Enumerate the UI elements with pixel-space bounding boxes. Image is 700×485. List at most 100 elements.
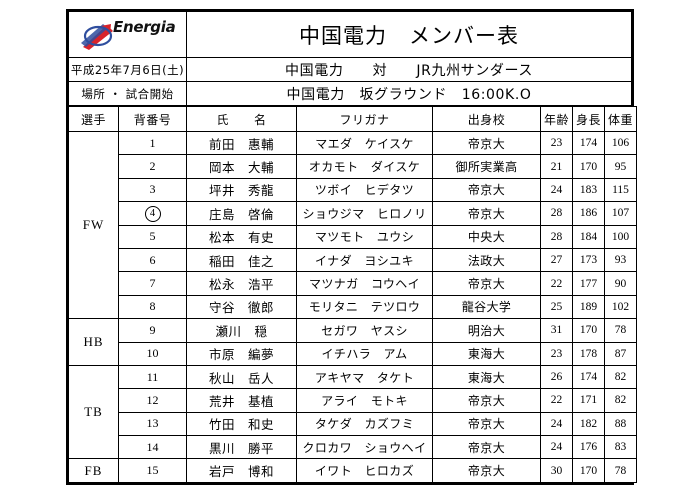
cell-school: 帝京大 <box>432 130 541 156</box>
logo-wordmark: Energia <box>113 18 176 36</box>
document-header-table: Energia 中国電力 メンバー表 平成25年7月6日(土) 中国電力 対 J… <box>68 11 632 106</box>
cell-height: 184 <box>572 224 605 249</box>
cell-height: 177 <box>572 271 605 296</box>
cell-age: 24 <box>540 435 573 460</box>
cell-number: 8 <box>118 294 187 320</box>
table-row: FW 1 前田 惠輔 マエダ ケイスケ 帝京大 23 174 106 <box>68 130 637 320</box>
cell-name: 秋山 岳人 <box>186 364 297 390</box>
date-row: 平成25年7月6日(土) 中国電力 対 JR九州サンダース <box>68 57 632 82</box>
cell-furigana: アキヤマ タケト <box>296 364 433 390</box>
cell-age: 23 <box>540 341 573 366</box>
cell-weight: 93 <box>604 247 637 273</box>
cell-school: 帝京大 <box>432 201 541 226</box>
cell-age: 28 <box>540 201 573 226</box>
cell-school: 帝京大 <box>432 435 541 460</box>
cell-school: 帝京大 <box>432 271 541 296</box>
table-row: 7 松永 浩平 マツナガ コウヘイ 帝京大 22 177 90 <box>69 271 637 296</box>
cell-school: 帝京大 <box>432 388 541 413</box>
cell-number: 2 <box>118 154 187 179</box>
venue-line: 中国電力 坂グラウンド 16:00K.O <box>186 81 632 106</box>
cell-number: 6 <box>118 247 187 273</box>
cell-furigana: ショウジマ ヒロノリ <box>296 201 433 226</box>
cell-age: 26 <box>540 364 573 390</box>
cell-name: 市原 編夢 <box>186 341 297 366</box>
cell-number: 3 <box>118 177 187 203</box>
position-group-hb: HB <box>68 318 119 366</box>
cell-weight: 102 <box>604 294 637 320</box>
table-row: 13 竹田 和史 タケダ カズフミ 帝京大 24 182 88 <box>69 411 637 437</box>
captain-circled-number: 4 <box>144 205 161 222</box>
header-school: 出身校 <box>432 106 541 132</box>
table-row: 14 黒川 勝平 クロカワ ショウヘイ 帝京大 24 176 83 <box>69 435 637 460</box>
match-line: 中国電力 対 JR九州サンダース <box>186 57 632 82</box>
cell-weight: 100 <box>604 224 637 249</box>
cell-weight: 78 <box>604 318 637 343</box>
header-name: 氏 名 <box>186 106 297 132</box>
cell-furigana: タケダ カズフミ <box>296 411 433 437</box>
header-weight: 体重 <box>604 106 637 132</box>
cell-weight: 88 <box>604 411 637 437</box>
cell-age: 28 <box>540 224 573 249</box>
cell-school: 中央大 <box>432 224 541 249</box>
table-row: 10 市原 編夢 イチハラ アム 東海大 23 178 87 <box>69 341 637 366</box>
cell-furigana: オカモト ダイスケ <box>296 154 433 179</box>
cell-number: 14 <box>118 435 187 460</box>
cell-number: 5 <box>118 224 187 249</box>
cell-age: 22 <box>540 388 573 413</box>
table-row: 12 荒井 基植 アライ モトキ 帝京大 22 171 82 <box>69 388 637 413</box>
cell-school: 明治大 <box>432 318 541 343</box>
cell-height: 173 <box>572 247 605 273</box>
cell-number: 7 <box>118 271 187 296</box>
cell-weight: 83 <box>604 435 637 460</box>
header-height: 身長 <box>572 106 605 132</box>
table-row: 6 稲田 佳之 イナダ ヨシユキ 法政大 27 173 93 <box>69 247 637 273</box>
cell-height: 176 <box>572 435 605 460</box>
cell-age: 27 <box>540 247 573 273</box>
roster-header-row: 選手 背番号 氏 名 フリガナ 出身校 年齢 身長 体重 <box>68 106 637 132</box>
cell-number: 11 <box>118 364 187 390</box>
cell-name: 守谷 徹郎 <box>186 294 297 320</box>
header-age: 年齢 <box>540 106 573 132</box>
cell-number: 9 <box>118 318 187 343</box>
cell-name: 岡本 大輔 <box>186 154 297 179</box>
cell-age: 24 <box>540 411 573 437</box>
position-group-tb: TB <box>68 364 119 460</box>
cell-school: 法政大 <box>432 247 541 273</box>
cell-age: 21 <box>540 154 573 179</box>
cell-name: 稲田 佳之 <box>186 247 297 273</box>
cell-weight: 90 <box>604 271 637 296</box>
cell-school: 帝京大 <box>432 411 541 437</box>
table-row: 5 松本 有史 マツモト ユウシ 中央大 28 184 100 <box>69 224 637 249</box>
table-row: 4 庄島 啓倫 ショウジマ ヒロノリ 帝京大 28 186 107 <box>69 201 637 226</box>
logo-cell: Energia <box>68 11 187 58</box>
cell-height: 182 <box>572 411 605 437</box>
cell-name: 瀬川 穏 <box>186 318 297 343</box>
header-furigana: フリガナ <box>296 106 433 132</box>
cell-school: 帝京大 <box>432 177 541 203</box>
cell-furigana: マツモト ユウシ <box>296 224 433 249</box>
cell-furigana: クロカワ ショウヘイ <box>296 435 433 460</box>
position-group-fw: FW <box>68 130 119 320</box>
cell-weight: 107 <box>604 201 637 226</box>
cell-number: 10 <box>118 341 187 366</box>
roster-body: FW 1 前田 惠輔 マエダ ケイスケ 帝京大 23 174 106 2 岡本 大輔 オカモト ダイ… <box>68 130 637 483</box>
cell-age: 31 <box>540 318 573 343</box>
cell-height: 183 <box>572 177 605 203</box>
cell-name: 前田 惠輔 <box>186 130 297 156</box>
cell-furigana: イチハラ アム <box>296 341 433 366</box>
cell-school: 東海大 <box>432 341 541 366</box>
cell-school: 東海大 <box>432 364 541 390</box>
table-row: TB 11 秋山 岳人 アキヤマ タケト 東海大 26 174 82 <box>68 364 637 460</box>
cell-school: 御所実業高 <box>432 154 541 179</box>
cell-name: 松永 浩平 <box>186 271 297 296</box>
cell-height: 171 <box>572 388 605 413</box>
roster-table: 選手 背番号 氏 名 フリガナ 出身校 年齢 身長 体重 FW 1 前田 惠輔 マエダ… <box>68 106 637 483</box>
cell-name: 庄島 啓倫 <box>186 201 297 226</box>
cell-height: 189 <box>572 294 605 320</box>
cell-furigana: セガワ ヤスシ <box>296 318 433 343</box>
table-row: 3 坪井 秀龍 ツボイ ヒデタツ 帝京大 24 183 115 <box>69 177 637 203</box>
cell-age: 24 <box>540 177 573 203</box>
date-label: 平成25年7月6日(土) <box>68 57 187 82</box>
cell-height: 174 <box>572 130 605 156</box>
